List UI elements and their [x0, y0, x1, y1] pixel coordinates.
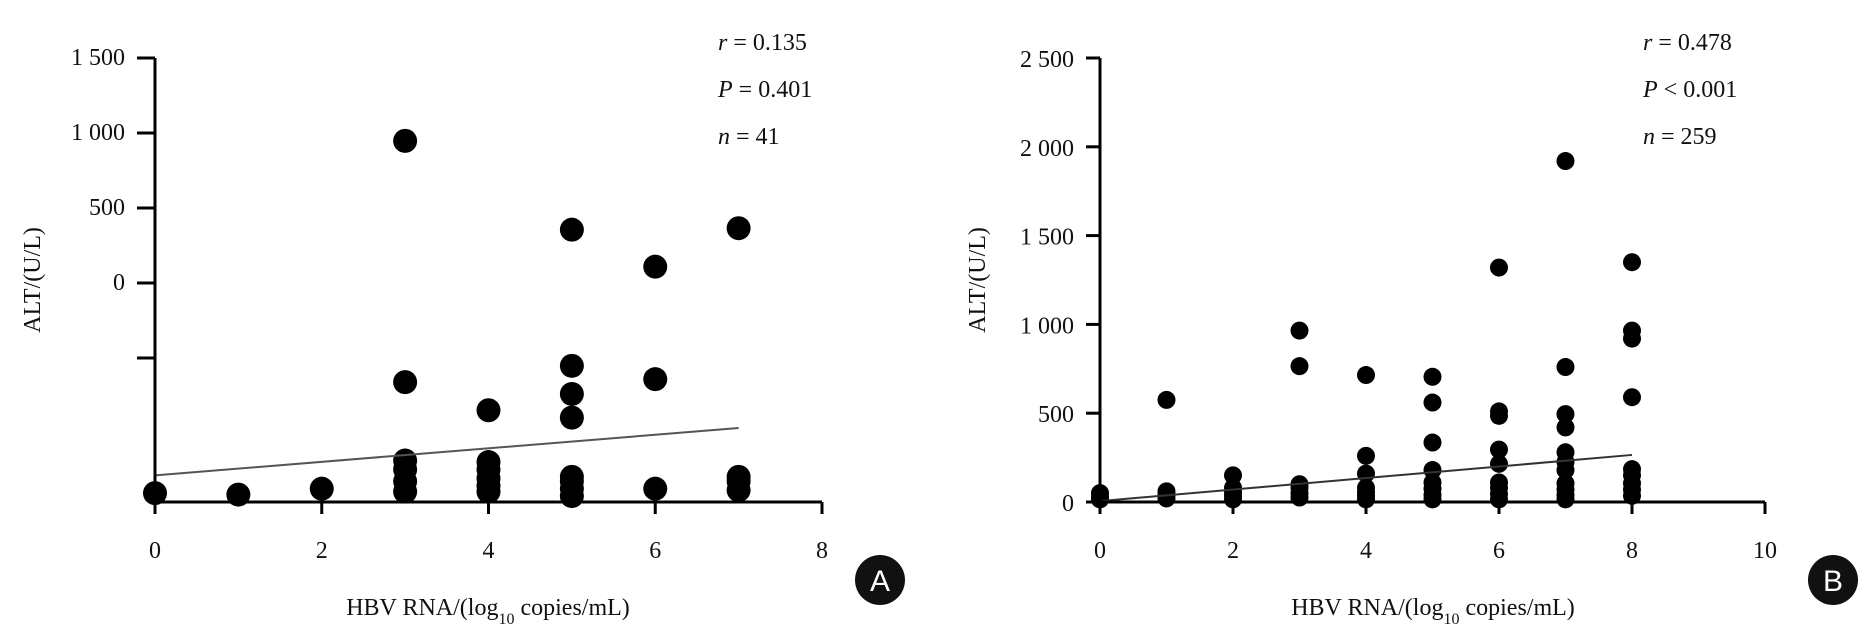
- data-point: [559, 405, 584, 430]
- y-tick-label: 500: [1038, 402, 1074, 428]
- data-point: [1556, 152, 1575, 171]
- data-point: [1623, 253, 1641, 272]
- regression-line: [154, 427, 739, 477]
- stat-r: r = 0.478: [1643, 30, 1732, 56]
- panel-label-badge: [855, 555, 905, 605]
- regression-line: [1099, 453, 1633, 503]
- panel-label: A: [870, 565, 890, 598]
- x-tick-label: 6: [649, 538, 661, 564]
- data-point: [1357, 366, 1375, 385]
- y-tick-label: 1 500: [1020, 225, 1074, 251]
- data-point: [1490, 406, 1508, 425]
- data-point: [1157, 390, 1176, 409]
- y-tick-label: 0: [1062, 491, 1074, 517]
- data-point: [393, 128, 418, 153]
- data-point: [559, 353, 584, 378]
- data-point: [1623, 486, 1641, 505]
- stat-r: r = 0.135: [718, 30, 807, 56]
- x-tick-label: 4: [483, 538, 495, 564]
- x-tick-label: 4: [1360, 538, 1372, 564]
- x-axis-label: HBV RNA/(log10 copies/mL): [346, 595, 630, 627]
- data-point: [1490, 490, 1508, 509]
- data-point: [559, 484, 584, 509]
- x-tick-label: 10: [1753, 538, 1777, 564]
- data-point: [1556, 461, 1575, 480]
- y-tick-label: 1 000: [71, 120, 125, 146]
- stat-n: n = 259: [1643, 124, 1717, 150]
- data-point: [476, 479, 501, 504]
- data-point: [309, 476, 334, 501]
- y-tick-label: 0: [113, 270, 125, 296]
- data-point: [1357, 490, 1375, 509]
- data-point: [643, 254, 668, 279]
- stat-n: n = 41: [718, 124, 780, 150]
- x-tick-label: 0: [1094, 538, 1106, 564]
- x-axis-label: HBV RNA/(log10 copies/mL): [1291, 595, 1575, 627]
- data-point: [1623, 388, 1641, 407]
- y-tick-label: 1 500: [71, 45, 125, 71]
- x-tick-label: 2: [1227, 538, 1239, 564]
- y-tick-label: 1 000: [1020, 313, 1074, 339]
- data-point: [1490, 454, 1508, 473]
- data-point: [1556, 405, 1575, 424]
- data-point: [1556, 358, 1575, 377]
- data-point: [1290, 321, 1309, 340]
- x-tick-label: 8: [816, 538, 828, 564]
- data-point: [1556, 490, 1575, 509]
- data-point: [1423, 461, 1442, 480]
- data-point: [1157, 489, 1176, 508]
- data-point: [1556, 418, 1575, 437]
- y-tick-label: 2 000: [1020, 136, 1074, 162]
- x-tick-label: 8: [1626, 538, 1638, 564]
- stat-p: P < 0.001: [1642, 77, 1737, 103]
- data-point: [1224, 466, 1242, 485]
- data-point: [476, 398, 501, 423]
- data-point: [1290, 357, 1309, 376]
- data-point: [726, 478, 751, 503]
- panel-b-chart: 0 2 4 6 8 10 2 500 2 000 1 500 1 000 500 0 ALT/(U/…: [965, 30, 1858, 627]
- x-tick-label: 6: [1493, 538, 1505, 564]
- y-axis-label: ALT/(U/L): [20, 227, 46, 333]
- data-point: [559, 381, 584, 406]
- data-point: [643, 476, 668, 501]
- data-point: [1290, 488, 1309, 507]
- data-point: [643, 367, 668, 392]
- data-point: [1357, 446, 1375, 465]
- y-tick-label: 500: [89, 195, 125, 221]
- data-point: [1423, 433, 1442, 452]
- y-tick-label: 2 500: [1020, 47, 1074, 73]
- data-point: [393, 479, 418, 504]
- panel-label-badge: [1808, 555, 1858, 605]
- data-point: [1423, 490, 1442, 509]
- x-tick-label: 2: [316, 538, 328, 564]
- data-point: [1423, 367, 1442, 386]
- data-point: [1490, 258, 1508, 277]
- data-point: [1490, 440, 1508, 459]
- data-point: [726, 216, 751, 241]
- data-point: [559, 217, 584, 242]
- y-axis-label: ALT/(U/L): [965, 227, 991, 333]
- x-tick-label: 0: [149, 538, 161, 564]
- data-point: [1423, 393, 1442, 412]
- panel-label: B: [1823, 565, 1843, 598]
- data-point: [393, 370, 418, 395]
- data-point: [1623, 329, 1641, 348]
- data-point: [1224, 490, 1242, 509]
- stat-p: P = 0.401: [717, 77, 812, 103]
- panel-a-chart: 0 2 4 6 8 1 500 1 000 500 0 ALT/(U/L) HBV RNA/(…: [20, 30, 905, 627]
